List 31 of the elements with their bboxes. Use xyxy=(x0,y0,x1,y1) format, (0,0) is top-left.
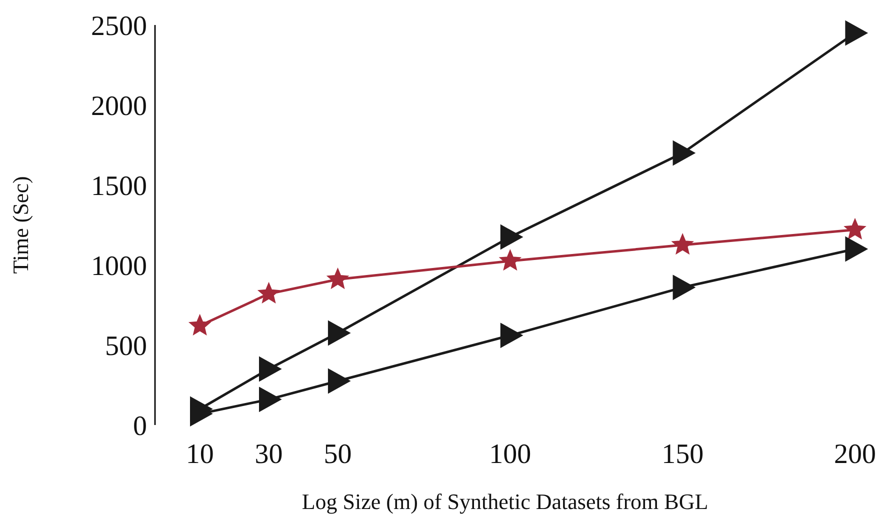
point xyxy=(844,219,866,239)
y-tick-label: 500 xyxy=(105,330,147,362)
y-tick-label: 2500 xyxy=(91,10,147,42)
point xyxy=(500,250,520,270)
point xyxy=(500,323,522,348)
y-tick-label: 0 xyxy=(133,410,147,442)
x-tick-label: 200 xyxy=(834,438,876,470)
point xyxy=(190,402,212,426)
x-tick-label: 50 xyxy=(324,438,352,470)
point xyxy=(258,283,280,303)
point xyxy=(845,21,867,45)
point xyxy=(328,321,350,345)
point xyxy=(328,268,348,288)
x-axis-title: Log Size (m) of Synthetic Datasets from BGL xyxy=(302,489,708,514)
point xyxy=(258,387,281,412)
point xyxy=(672,234,693,254)
x-tick-label: 100 xyxy=(489,438,532,470)
y-tick-label: 1500 xyxy=(91,170,147,202)
point xyxy=(845,237,867,261)
x-tick-label: 150 xyxy=(662,438,704,470)
y-axis-title: Time (Sec) xyxy=(8,176,33,274)
point xyxy=(672,141,695,165)
x-tick-label: 10 xyxy=(186,438,214,470)
point xyxy=(190,315,210,335)
point xyxy=(500,225,522,249)
point xyxy=(672,275,695,300)
y-tick-label: 1000 xyxy=(91,250,147,282)
point xyxy=(328,369,350,393)
x-tick-label: 30 xyxy=(254,438,283,470)
point xyxy=(258,357,281,381)
y-tick-label: 2000 xyxy=(91,90,147,122)
